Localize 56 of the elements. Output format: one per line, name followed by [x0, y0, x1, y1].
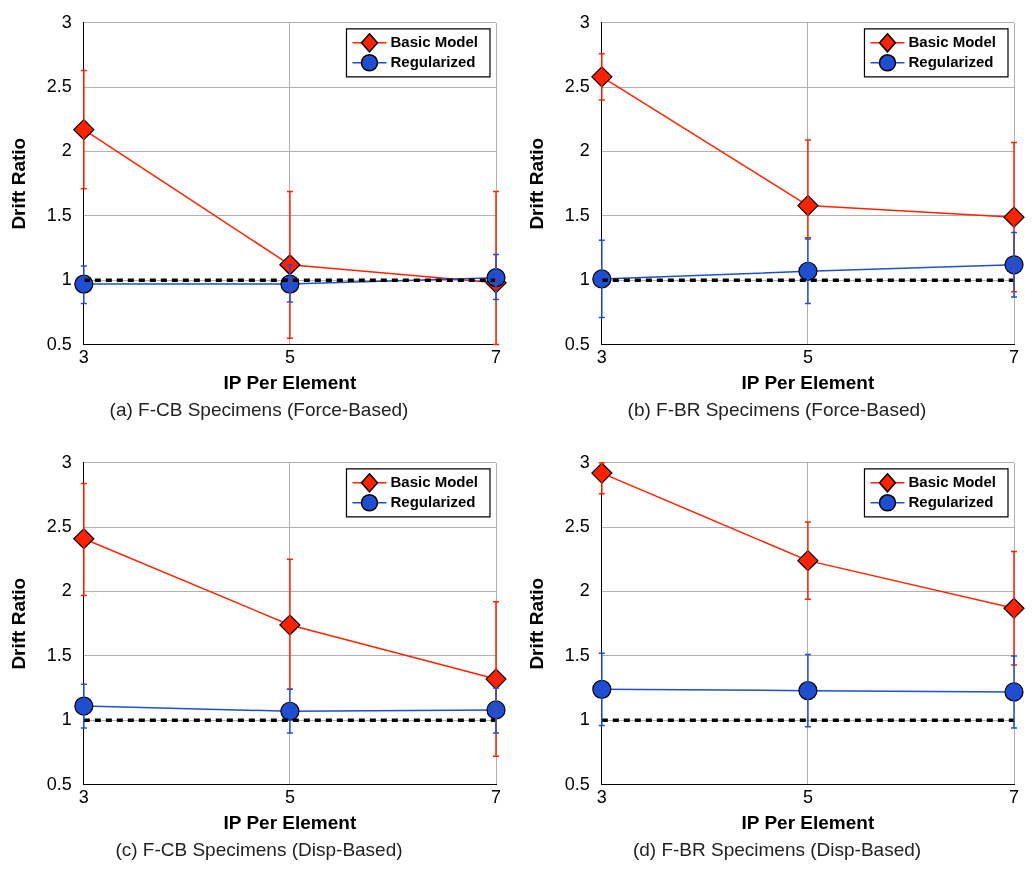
legend-label: Regularized — [390, 52, 476, 70]
text: (d) F-BR Specimens (Disp-Based) — [631, 839, 923, 861]
y-axis-title: Drift Ratio — [525, 137, 547, 230]
y-axis-title: Drift Ratio — [7, 577, 29, 670]
legend-label: Basic Model — [390, 32, 479, 50]
y-tick-label: 2.5 — [46, 76, 72, 97]
legend-label: Regularized — [908, 492, 994, 510]
x-axis-title: IP Per Element — [223, 811, 357, 833]
x-tick-label: 5 — [284, 347, 295, 368]
y-tick-label: 0.5 — [564, 773, 590, 794]
y-tick-label: 3 — [61, 11, 72, 32]
y-tick-label: 1 — [61, 269, 72, 290]
legend-label: Basic Model — [908, 32, 997, 50]
y-tick-label: 1 — [61, 709, 72, 730]
y-tick-label: 1.5 — [46, 204, 72, 225]
y-tick-label: 2.5 — [46, 516, 72, 537]
x-axis-title: IP Per Element — [223, 371, 357, 393]
x-tick-label: 7 — [1008, 347, 1020, 368]
x-tick-label: 5 — [802, 347, 813, 368]
legend-label: Regularized — [390, 492, 476, 510]
legend-label: Basic Model — [390, 472, 479, 490]
text: (c) F-CB Specimens (Disp-Based) — [114, 839, 404, 861]
y-tick-label: 3 — [579, 11, 590, 32]
y-tick-label: 2.5 — [564, 76, 590, 97]
x-axis-title: IP Per Element — [741, 811, 875, 833]
y-axis-title: Drift Ratio — [525, 577, 547, 670]
y-tick-label: 1 — [579, 269, 590, 290]
y-tick-label: 2 — [61, 140, 72, 161]
x-tick-label: 3 — [596, 787, 607, 808]
legend-label: Basic Model — [908, 472, 997, 490]
y-tick-label: 2 — [61, 580, 72, 601]
y-tick-label: 0.5 — [46, 333, 72, 354]
text: (a) F-CB Specimens (Force-Based) — [108, 399, 410, 421]
y-tick-label: 2 — [579, 140, 590, 161]
y-tick-label: 3 — [579, 451, 590, 472]
y-tick-label: 1.5 — [564, 644, 590, 665]
y-tick-label: 0.5 — [564, 333, 590, 354]
x-tick-label: 7 — [490, 787, 502, 808]
x-tick-label: 3 — [78, 347, 89, 368]
x-tick-label: 5 — [284, 787, 295, 808]
x-axis-title: IP Per Element — [741, 371, 875, 393]
y-tick-label: 3 — [61, 451, 72, 472]
y-tick-label: 1.5 — [46, 644, 72, 665]
x-tick-label: 5 — [802, 787, 813, 808]
x-tick-label: 3 — [78, 787, 89, 808]
y-tick-label: 2 — [579, 580, 590, 601]
y-tick-label: 0.5 — [46, 773, 72, 794]
y-tick-label: 1 — [579, 709, 590, 730]
y-tick-label: 1.5 — [564, 204, 590, 225]
text: (b) F-BR Specimens (Force-Based) — [626, 399, 928, 421]
x-tick-label: 3 — [596, 347, 607, 368]
y-tick-label: 2.5 — [564, 516, 590, 537]
legend-label: Regularized — [908, 52, 994, 70]
x-tick-label: 7 — [1008, 787, 1020, 808]
y-axis-title: Drift Ratio — [7, 137, 29, 230]
x-tick-label: 7 — [490, 347, 502, 368]
